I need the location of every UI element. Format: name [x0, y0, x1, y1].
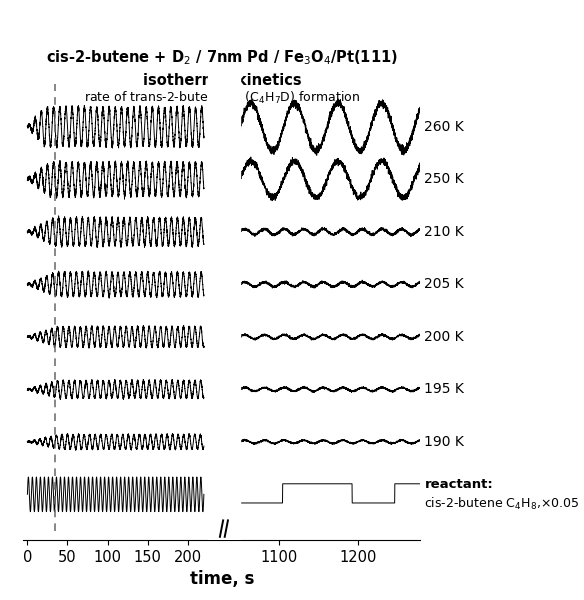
Text: 250 K: 250 K [425, 172, 464, 186]
Text: cis-2-butene + D$_2$ / 7nm Pd / Fe$_3$O$_4$/Pt(111): cis-2-butene + D$_2$ / 7nm Pd / Fe$_3$O$… [46, 49, 398, 67]
Text: 195 K: 195 K [425, 382, 464, 397]
Text: 205 K: 205 K [425, 277, 464, 292]
Text: cis-2-butene C$_4$H$_8$,×0.05: cis-2-butene C$_4$H$_8$,×0.05 [425, 496, 580, 512]
Text: 260 K: 260 K [425, 120, 464, 134]
Text: isothermal kinetics: isothermal kinetics [142, 73, 301, 88]
Text: 200 K: 200 K [425, 330, 464, 344]
Text: 210 K: 210 K [425, 225, 464, 239]
Text: reactant:: reactant: [425, 478, 493, 491]
Bar [208, 72, 240, 540]
Text: 190 K: 190 K [425, 435, 464, 449]
Text: rate of trans-2-butene-$d_1$ (C$_4$H$_7$D) formation: rate of trans-2-butene-$d_1$ (C$_4$H$_7$… [84, 90, 360, 106]
X-axis label: time, s: time, s [190, 570, 254, 588]
